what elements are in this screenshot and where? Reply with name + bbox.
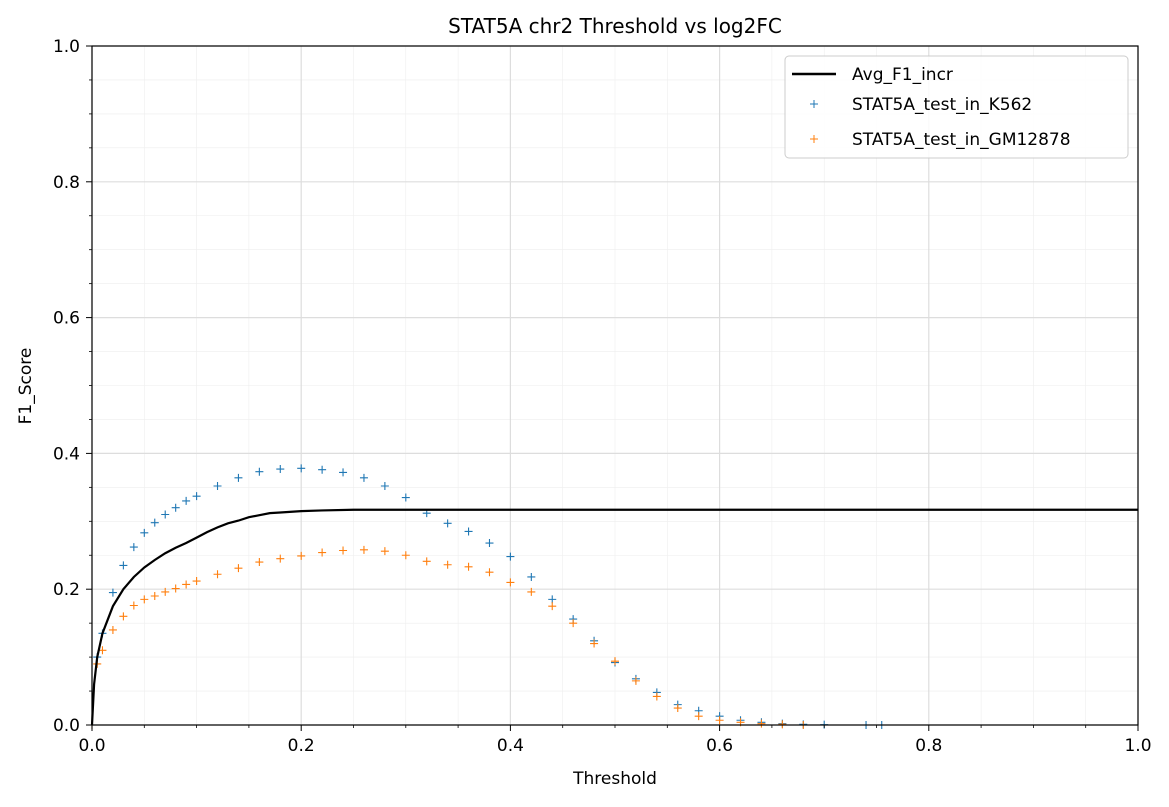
scatter-point — [527, 587, 536, 596]
y-tick-label: 0.2 — [53, 580, 80, 600]
scatter-point — [485, 539, 494, 548]
legend-box — [784, 55, 1129, 159]
y-tick-label: 1.0 — [53, 37, 80, 57]
scatter-point — [569, 619, 578, 628]
y-tick-label: 0.0 — [53, 716, 80, 736]
scatter-point — [297, 551, 306, 560]
x-axis-label: Threshold — [572, 769, 657, 789]
scatter-point — [276, 554, 285, 563]
x-tick-label: 0.0 — [78, 736, 105, 756]
scatter-point — [611, 657, 619, 666]
scatter-point — [715, 716, 724, 725]
x-tick-label: 0.2 — [288, 736, 315, 756]
y-tick-label: 0.4 — [53, 444, 80, 464]
y-axis: 0.0 0.2 0.4 0.6 0.8 1.0 — [53, 37, 92, 736]
scatter-point — [631, 676, 640, 685]
scatter-point — [506, 578, 515, 587]
scatter-point — [673, 704, 682, 713]
scatter-point — [401, 551, 410, 560]
scatter-point — [359, 473, 368, 482]
legend-label-k562: STAT5A_test_in_K562 — [852, 95, 1032, 115]
scatter-point — [171, 584, 180, 593]
scatter-point — [464, 562, 473, 571]
scatter-point — [129, 543, 138, 552]
scatter-point — [171, 503, 180, 512]
legend-label-avg: Avg_F1_incr — [852, 65, 953, 85]
scatter-point — [140, 528, 149, 537]
scatter-point — [464, 527, 473, 536]
x-tick-label: 0.8 — [915, 736, 942, 756]
scatter-point — [192, 577, 201, 586]
scatter-point — [213, 481, 222, 490]
scatter-point — [318, 465, 327, 474]
scatter-point — [778, 720, 787, 729]
scatter-point — [401, 493, 410, 502]
scatter-point — [119, 561, 128, 570]
legend: Avg_F1_incr STAT5A_test_in_K562 STAT5A_t… — [784, 55, 1129, 159]
scatter-point — [443, 560, 452, 569]
scatter-point — [255, 467, 264, 476]
scatter-point — [255, 558, 264, 567]
series-layer — [88, 464, 1138, 729]
scatter-point — [359, 545, 368, 554]
scatter-point — [161, 510, 170, 519]
scatter-point — [318, 548, 327, 557]
x-tick-label: 1.0 — [1124, 736, 1151, 756]
x-tick-label: 0.6 — [706, 736, 733, 756]
scatter-point — [213, 570, 222, 579]
scatter-point — [276, 465, 285, 474]
scatter-point — [234, 473, 243, 482]
scatter-point — [443, 519, 452, 528]
y-tick-label: 0.8 — [53, 173, 80, 193]
scatter-point — [422, 557, 431, 566]
x-tick-label: 0.4 — [497, 736, 524, 756]
scatter-point — [694, 712, 703, 721]
legend-marker-k562 — [810, 100, 818, 108]
scatter-point — [506, 552, 515, 561]
legend-marker-gm12878 — [810, 135, 818, 143]
scatter-point — [652, 692, 661, 701]
scatter-point — [339, 546, 348, 555]
scatter-point — [129, 601, 138, 610]
scatter-point — [590, 639, 599, 648]
scatter-point — [527, 572, 536, 581]
chart-title: STAT5A chr2 Threshold vs log2FC — [448, 14, 782, 38]
scatter-point — [161, 587, 170, 596]
scatter-point — [339, 468, 348, 477]
scatter-point — [548, 595, 557, 604]
scatter-point — [757, 719, 766, 728]
scatter-point — [182, 496, 191, 505]
series-gm12878 — [88, 545, 808, 729]
scatter-point — [485, 568, 494, 577]
scatter-point — [182, 580, 191, 589]
scatter-point — [119, 612, 128, 621]
scatter-point — [380, 547, 389, 556]
scatter-point — [108, 588, 117, 597]
scatter-point — [140, 595, 149, 604]
scatter-point — [192, 492, 201, 501]
scatter-point — [380, 481, 389, 490]
minor-grid — [92, 46, 1138, 725]
y-axis-label: F1_Score — [16, 348, 36, 425]
scatter-point — [548, 602, 557, 611]
scatter-point — [297, 464, 306, 473]
legend-label-gm12878: STAT5A_test_in_GM12878 — [852, 130, 1071, 150]
scatter-point — [150, 518, 159, 527]
scatter-point — [234, 564, 243, 573]
x-axis: 0.0 0.2 0.4 0.6 0.8 1.0 — [78, 725, 1152, 756]
series-line-avg-f1 — [90, 508, 1138, 726]
y-tick-label: 0.6 — [53, 309, 80, 329]
scatter-point — [150, 591, 159, 600]
scatter-point — [108, 625, 117, 634]
